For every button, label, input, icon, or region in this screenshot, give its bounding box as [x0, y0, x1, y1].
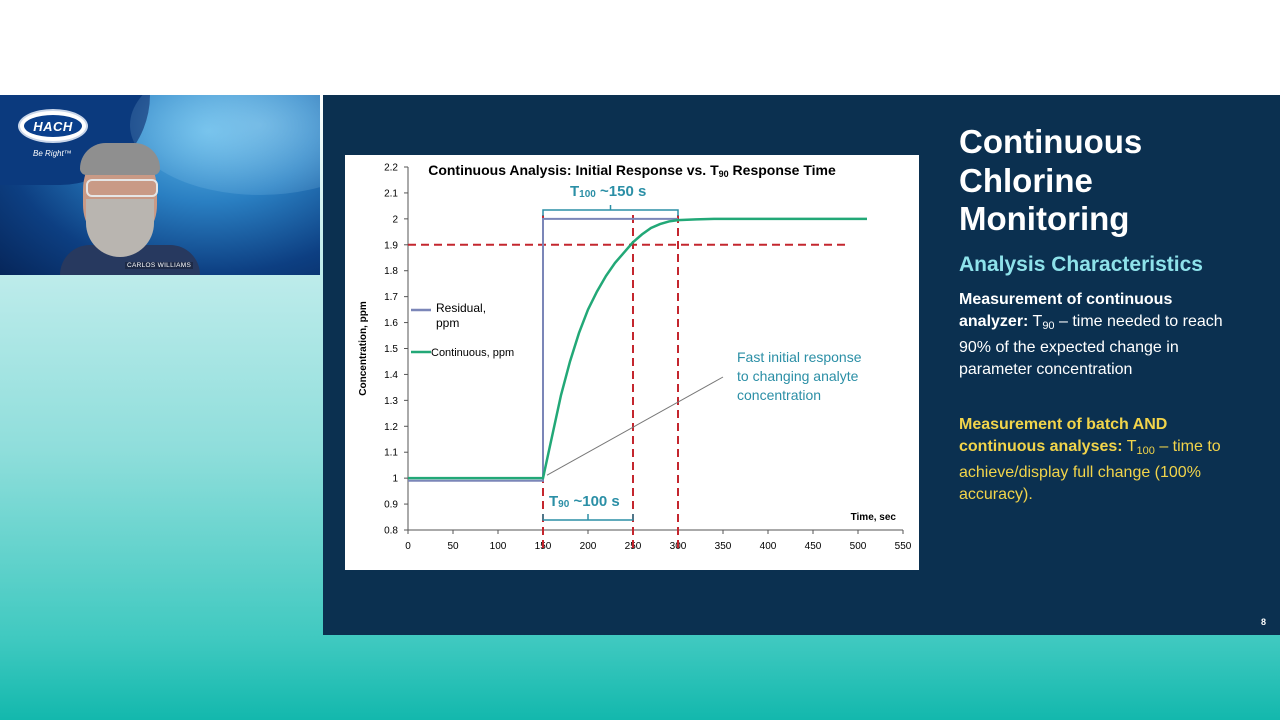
x-tick-label: 450 [805, 541, 822, 552]
chart-title-text-end: Response Time [729, 162, 836, 178]
webcam-background-wave [130, 95, 320, 195]
legend-label-residual: Residual, [436, 301, 486, 315]
t90-description-t: T [1032, 313, 1043, 330]
t90-label: T90 ~100 s [549, 493, 620, 510]
t100-description-t: T [1122, 438, 1137, 455]
chart-title-text: Continuous Analysis: Initial Response vs… [428, 162, 719, 178]
series-line-continuous [408, 217, 867, 480]
x-tick-label: 500 [850, 541, 867, 552]
presenter-name-label: CARLOS WILLIAMS [125, 262, 194, 269]
chart-title: Continuous Analysis: Initial Response vs… [428, 162, 836, 179]
y-tick-label: 1.1 [384, 448, 398, 459]
t100-label-t: T [570, 183, 579, 200]
presenter-glasses [86, 179, 158, 197]
t100-description-bold: Measurement of batch AND continuous anal… [959, 416, 1168, 455]
x-tick-label: 400 [760, 541, 777, 552]
y-axis-label: Concentration, ppm [358, 301, 369, 396]
y-tick-label: 1.6 [384, 318, 398, 329]
y-tick-label: 1.7 [384, 292, 398, 303]
y-tick-label: 2 [392, 214, 398, 225]
t90-bracket [542, 514, 634, 521]
t100-description-rest: – time to achieve/display full change (1… [959, 438, 1221, 503]
t100-bracket [542, 205, 679, 216]
callout-text-line: Fast initial response [737, 349, 862, 365]
webcam-video-feed: HACH Be Right™ CARLOS WILLIAMS [0, 95, 320, 275]
slide-title: Continuous Chlorine Monitoring [959, 123, 1143, 237]
y-tick-label: 1 [392, 474, 398, 485]
y-tick-label: 1.5 [384, 344, 398, 355]
t90-label-t: T [549, 493, 558, 510]
t100-label-sub: 100 [579, 189, 596, 200]
t90-description: Measurement of continuous analyzer: T90 … [959, 289, 1229, 381]
slide-page-number: 8 [1260, 617, 1266, 627]
response-time-chart: 0.8 0.9 1 1.1 1.2 1.3 1.4 1.5 1.6 1.7 1.8 1.9 2 2.1 2.… [358, 162, 912, 552]
legend-label-residual-unit: ppm [436, 316, 459, 330]
t100-description-sub: 100 [1136, 445, 1155, 457]
slide-subtitle: Analysis Characteristics [959, 253, 1203, 276]
x-tick-label: 50 [447, 541, 459, 552]
y-tick-label: 1.9 [384, 240, 398, 251]
series-line-residual [408, 217, 678, 482]
t90-label-rest: ~100 s [569, 493, 619, 510]
hach-tagline: Be Right™ [33, 149, 72, 158]
presenter-beard [86, 199, 154, 257]
callout-pointer-line [546, 376, 724, 476]
t100-description: Measurement of batch AND continuous anal… [959, 414, 1244, 506]
callout-text-line: concentration [737, 387, 821, 403]
t90-description-rest: – time needed to reach 90% of the expect… [959, 313, 1223, 378]
y-tick-label: 2.2 [384, 163, 398, 174]
presentation-slide: 0.8 0.9 1 1.1 1.2 1.3 1.4 1.5 1.6 1.7 1.8 1.9 2 2.1 2.… [323, 95, 1280, 635]
x-tick-label: 200 [580, 541, 597, 552]
chart-title-subscript: 90 [719, 169, 729, 179]
t90-label-sub: 90 [558, 499, 570, 510]
x-axis-label: Time, sec [851, 512, 897, 523]
t100-label-rest: ~150 s [596, 183, 646, 200]
t100-label: T100 ~150 s [570, 183, 646, 200]
y-tick-label: 1.2 [384, 422, 398, 433]
chart-panel: 0.8 0.9 1 1.1 1.2 1.3 1.4 1.5 1.6 1.7 1.8 1.9 2 2.1 2.… [345, 155, 919, 570]
hach-logo: HACH [18, 109, 88, 143]
y-tick-label: 1.4 [384, 370, 398, 381]
t90-description-sub: 90 [1042, 320, 1055, 332]
y-tick-label: 0.8 [384, 526, 398, 537]
y-tick-label: 1.3 [384, 396, 398, 407]
presenter-hair [80, 143, 160, 175]
y-tick-label: 0.9 [384, 500, 398, 511]
hach-logo-text: HACH [24, 115, 82, 137]
t90-description-bold: Measurement of continuous analyzer: [959, 291, 1173, 330]
callout-text-line: to changing analyte [737, 368, 859, 384]
y-tick-label: 2.1 [384, 188, 398, 199]
legend-label-continuous: Continuous, ppm [431, 347, 514, 359]
x-tick-label: 0 [405, 541, 411, 552]
y-tick-label: 1.8 [384, 266, 398, 277]
x-tick-label: 550 [895, 541, 912, 552]
x-tick-label: 100 [490, 541, 507, 552]
x-tick-label: 350 [715, 541, 732, 552]
